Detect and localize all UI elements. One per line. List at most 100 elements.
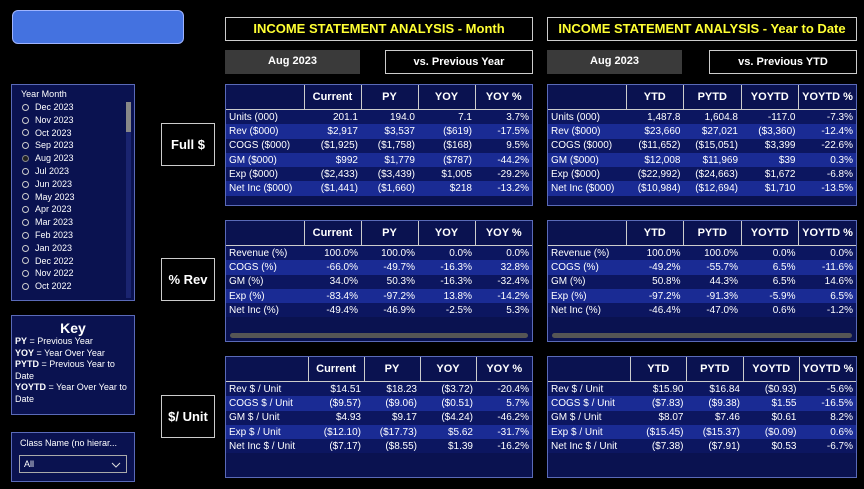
slicer-title: Year Month bbox=[21, 89, 67, 99]
value-cell: -44.2% bbox=[475, 152, 532, 168]
table-row: Revenue (%) 100.0% 100.0% 0.0% 0.0% bbox=[548, 245, 856, 261]
value-cell: $14.51 bbox=[308, 381, 364, 397]
value-cell: 0.0% bbox=[798, 245, 856, 261]
row-name: Units (000) bbox=[548, 109, 626, 125]
slicer-item[interactable]: Apr 2023 bbox=[12, 203, 134, 216]
value-cell: ($4.24) bbox=[420, 410, 476, 425]
slicer-item[interactable]: Aug 2023 bbox=[12, 152, 134, 165]
value-cell: 34.0% bbox=[304, 274, 361, 289]
header-cell: PYTD bbox=[686, 357, 743, 382]
value-cell: ($3.72) bbox=[420, 381, 476, 397]
value-cell: 9.5% bbox=[475, 138, 532, 153]
horizontal-scrollbar[interactable] bbox=[230, 333, 528, 338]
header-cell bbox=[226, 85, 304, 110]
value-cell: 100.0% bbox=[683, 245, 741, 261]
slicer-item[interactable]: Jul 2023 bbox=[12, 165, 134, 178]
table: Current PY YOY YOY % Revenue (%) 100.0% 100.0%… bbox=[226, 221, 532, 318]
slicer-item[interactable]: Jun 2023 bbox=[12, 178, 134, 191]
header-row: YTD PYTD YOYTD YOYTD % bbox=[548, 221, 856, 246]
key-definition: = Year Over Year to Date bbox=[15, 382, 127, 404]
value-cell: -6.7% bbox=[799, 439, 856, 454]
row-name: Exp (%) bbox=[548, 288, 626, 304]
dropdown[interactable]: All bbox=[19, 455, 127, 473]
slicer-item[interactable]: Dec 2023 bbox=[12, 101, 134, 114]
value-cell: $4.93 bbox=[308, 410, 364, 425]
slicer-item[interactable]: May 2023 bbox=[12, 191, 134, 204]
button[interactable] bbox=[12, 10, 184, 44]
slicer-item[interactable]: Oct 2023 bbox=[12, 127, 134, 140]
table-row: Rev $ / Unit $14.51 $18.23 ($3.72) -20.4% bbox=[226, 381, 532, 397]
row-name: COGS (%) bbox=[226, 260, 304, 275]
slicer-label: Nov 2023 bbox=[35, 114, 74, 125]
header-row: YTD PYTD YOYTD YOYTD % bbox=[548, 357, 856, 382]
table: YTD PYTD YOYTD YOYTD % Rev $ / Unit $15.90 $16… bbox=[548, 357, 856, 454]
slicer-item[interactable]: Jan 2023 bbox=[12, 242, 134, 255]
value-cell: $15.90 bbox=[630, 381, 687, 397]
table-row: Exp (%) -83.4% -97.2% 13.8% -14.2% bbox=[226, 288, 532, 304]
radio bbox=[22, 129, 29, 137]
value-cell: ($0.51) bbox=[420, 396, 476, 411]
row-name: GM $ / Unit bbox=[548, 410, 630, 425]
header-cell: YOY % bbox=[474, 85, 532, 110]
header-cell: YOYTD % bbox=[798, 85, 856, 110]
row-name: COGS $ / Unit bbox=[548, 396, 630, 411]
table-row: Exp (%) -97.2% -91.3% -5.9% 6.5% bbox=[548, 288, 856, 304]
value-cell: $3,537 bbox=[361, 124, 418, 139]
slicer-item[interactable]: Sep 2023 bbox=[12, 139, 134, 152]
value-cell: 0.3% bbox=[798, 152, 856, 168]
value-cell: ($12,694) bbox=[683, 181, 741, 196]
row-name: GM (%) bbox=[226, 274, 304, 289]
dropdown-value: All bbox=[24, 459, 35, 469]
slicer-item[interactable]: Feb 2023 bbox=[12, 229, 134, 242]
radio bbox=[22, 180, 29, 188]
table-row: COGS (%) -66.0% -49.7% -16.3% 32.8% bbox=[226, 260, 532, 275]
header-cell: PYTD bbox=[683, 221, 741, 246]
radio bbox=[22, 283, 29, 291]
table-row: Exp $ / Unit ($12.10) ($17.73) $5.62 -31.7% bbox=[226, 424, 532, 440]
month-title: INCOME STATEMENT ANALYSIS - Month bbox=[225, 17, 533, 41]
value-cell: ($17.73) bbox=[364, 424, 420, 440]
value-cell: -83.4% bbox=[304, 288, 361, 304]
key-item: PY = Previous Year bbox=[12, 336, 134, 348]
chevron bbox=[111, 462, 121, 468]
header-row: Current PY YOY YOY % bbox=[226, 221, 532, 246]
horizontal-scrollbar[interactable] bbox=[552, 333, 852, 338]
radio bbox=[22, 193, 29, 201]
slicer-label: Mar 2023 bbox=[35, 217, 74, 228]
month-compare: vs. Previous Year bbox=[385, 50, 533, 74]
value-cell: -16.3% bbox=[418, 274, 475, 289]
scrollbar-thumb[interactable] bbox=[126, 102, 131, 132]
header-cell: Current bbox=[303, 221, 361, 246]
table-row: Net Inc ($000) ($10,984) ($12,694) $1,710 -1… bbox=[548, 181, 856, 196]
value-cell: ($3,360) bbox=[741, 124, 799, 139]
value-cell: ($7.38) bbox=[630, 439, 687, 454]
value-cell: 1,487.8 bbox=[626, 109, 684, 125]
table-row: Rev $ / Unit $15.90 $16.84 ($0.93) -5.6% bbox=[548, 381, 856, 397]
slicer-label: Apr 2023 bbox=[35, 204, 72, 215]
slicer-item[interactable]: Nov 2022 bbox=[12, 267, 134, 280]
header-cell: YOYTD % bbox=[798, 221, 856, 246]
value-cell: ($0.93) bbox=[743, 381, 800, 397]
value-cell: -20.4% bbox=[476, 381, 532, 397]
radio bbox=[22, 244, 29, 252]
value-cell: -16.2% bbox=[476, 439, 532, 454]
value-cell: $12,008 bbox=[626, 152, 684, 168]
key-panel: Key PY = Previous Year YOY = Year Over Ye… bbox=[11, 315, 135, 415]
radio bbox=[22, 270, 29, 278]
value-cell: 6.5% bbox=[741, 274, 799, 289]
slicer-item[interactable]: Oct 2022 bbox=[12, 280, 134, 293]
header-cell: YOYTD bbox=[740, 221, 799, 246]
value-cell: $5.62 bbox=[420, 424, 476, 440]
value-cell: 0.0% bbox=[741, 245, 799, 261]
value-cell: $16.84 bbox=[686, 381, 743, 397]
row-name: Exp ($000) bbox=[548, 167, 626, 182]
slicer-item[interactable]: Mar 2023 bbox=[12, 216, 134, 229]
value-cell: -13.5% bbox=[798, 181, 856, 196]
key-term: PY bbox=[15, 336, 28, 346]
table-row: Net Inc ($000) ($1,441) ($1,660) $218 -13.2% bbox=[226, 181, 532, 196]
slicer-item[interactable]: Nov 2023 bbox=[12, 114, 134, 127]
value-cell: ($0.09) bbox=[743, 424, 800, 440]
radio bbox=[22, 103, 29, 111]
slicer-item[interactable]: Dec 2022 bbox=[12, 255, 134, 268]
slicer-label: Feb 2023 bbox=[35, 229, 74, 240]
